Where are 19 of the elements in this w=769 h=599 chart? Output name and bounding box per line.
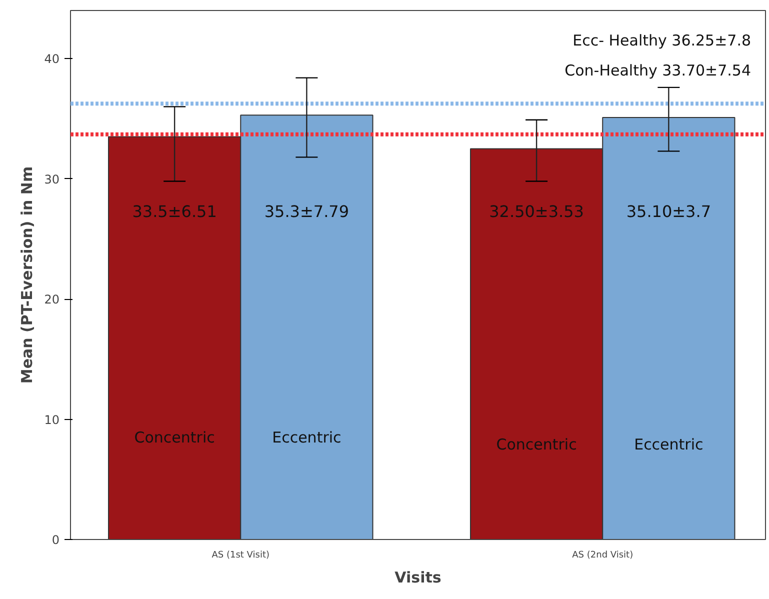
text: Concentric	[496, 436, 577, 454]
text: Eccentric	[272, 428, 342, 446]
y-axis-title: Mean (PT-Eversion) in Nm	[18, 166, 36, 384]
data-label: 35.3±7.79	[264, 202, 350, 221]
y-tick-label: 20	[44, 292, 60, 307]
x-tick-label: AS (2nd Visit)	[572, 550, 634, 560]
data-label: 33.5±6.51	[132, 202, 217, 221]
series-label: Eccentric	[634, 436, 704, 454]
series-label: Concentric	[134, 428, 215, 446]
annotation: Con-Healthy 33.70±7.54	[564, 62, 752, 80]
x-axis-title: Visits	[394, 568, 442, 586]
y-tick-label: 30	[44, 172, 60, 186]
y-tick-label: 40	[44, 52, 60, 66]
data-label: 32.50±3.53	[489, 202, 584, 221]
y-tick-label: 0	[52, 533, 60, 547]
x-tick-label: AS (1st Visit)	[212, 550, 270, 560]
annotation: Ecc- Healthy 36.25±7.8	[572, 32, 752, 50]
data-label: 35.10±3.7	[626, 202, 711, 221]
y-tick-label: 10	[44, 412, 60, 427]
